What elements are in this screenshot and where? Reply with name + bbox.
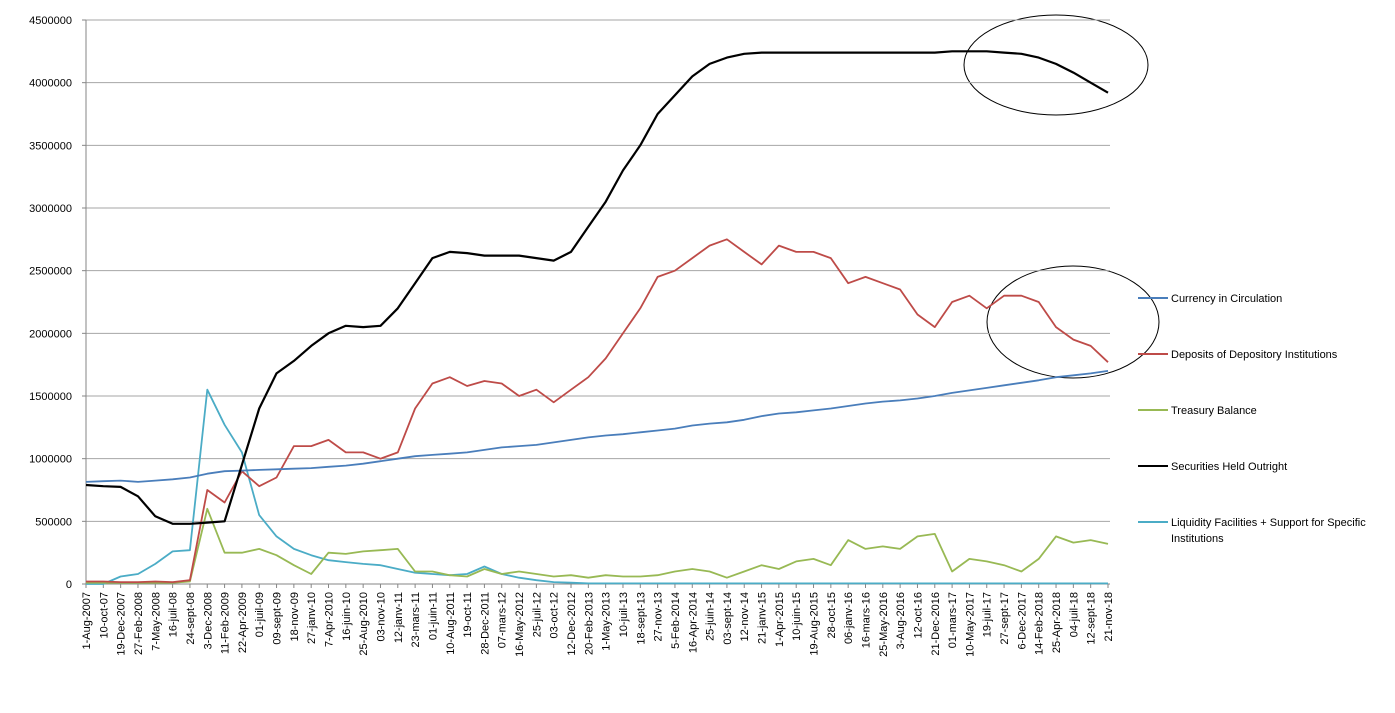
y-tick-label: 2500000 [29,266,72,278]
legend-item: Deposits of Depository Institutions [1138,344,1388,400]
x-tick-label: 06-janv-16 [843,592,855,644]
x-tick-label: 19-Aug-2015 [809,592,821,656]
x-tick-label: 14-Feb-2018 [1034,592,1046,655]
legend-label: Deposits of Depository Institutions [1171,349,1338,361]
legend: Currency in Circulation Deposits of Depos… [1138,288,1388,568]
legend-swatch [1138,353,1168,355]
x-tick-label: 03-nov-10 [375,592,387,642]
x-tick-label: 25-juin-14 [705,592,717,641]
legend-swatch [1138,297,1168,299]
x-tick-label: 03-oct-12 [549,592,561,638]
x-tick-label: 21-janv-15 [757,592,769,644]
annotation-ellipse [986,265,1160,379]
x-tick-label: 1-Aug-2007 [81,592,93,650]
legend-swatch [1138,465,1168,467]
x-tick-label: 12-oct-16 [912,592,924,638]
x-tick-label: 11-Feb-2009 [220,592,232,654]
legend-swatch [1138,521,1168,523]
x-tick-label: 01-juin-11 [427,592,439,640]
x-tick-label: 16-juil-08 [168,592,180,637]
x-tick-label: 09-sept-09 [272,592,284,645]
annotation-ellipse [963,14,1149,116]
y-tick-label: 0 [66,579,72,591]
legend-item: Liquidity Facilities + Support for Speci… [1138,512,1388,568]
x-tick-label: 24-sept-08 [185,592,197,645]
y-tick-label: 3000000 [29,203,72,215]
series-line [86,507,1109,584]
legend-label: Securities Held Outright [1171,461,1288,473]
x-tick-label: 12-sept-18 [1086,592,1098,645]
x-tick-label: 28-Dec-2011 [479,592,491,655]
y-tick-label: 500000 [35,516,72,528]
x-tick-label: 1-May-2013 [601,592,613,651]
x-tick-label: 21-Dec-2016 [930,592,942,656]
legend-label: Treasury Balance [1171,405,1257,417]
x-tick-label: 19-Dec-2007 [116,592,128,656]
x-tick-label: 25-juil-12 [531,592,543,637]
legend-label: Currency in Circulation [1171,293,1283,305]
x-tick-label: 27-sept-17 [999,592,1011,645]
x-tick-label: 6-Dec-2017 [1016,592,1028,649]
x-tick-label: 10-Aug-2011 [445,592,457,655]
x-tick-label: 16-Apr-2014 [687,592,699,653]
legend-item: Treasury Balance [1138,400,1388,456]
x-tick-label: 23-mars-11 [410,592,422,647]
x-tick-label: 12-janv-11 [393,592,405,643]
y-tick-label: 4000000 [29,78,72,90]
y-tick-label: 1000000 [29,454,72,466]
x-tick-label: 27-Feb-2008 [133,592,145,655]
x-tick-label: 16-juin-10 [341,592,353,641]
x-tick-label: 27-janv-10 [306,592,318,644]
x-tick-label: 03-sept-14 [722,592,734,645]
x-tick-label: 25-May-2016 [878,592,890,657]
x-tick-label: 7-May-2008 [150,592,162,651]
series-line [85,50,1109,525]
legend-item: Currency in Circulation [1138,288,1388,344]
x-tick-label: 22-Apr-2009 [237,592,249,653]
x-tick-label: 10-May-2017 [964,592,976,657]
x-tick-label: 12-Dec-2012 [566,592,578,656]
x-tick-label: 10-juin-15 [791,592,803,641]
x-tick-label: 18-sept-13 [635,592,647,645]
x-tick-label: 3-Aug-2016 [895,592,907,650]
legend-swatch [1138,409,1168,411]
x-tick-label: 18-nov-09 [289,592,301,642]
x-tick-label: 10-juil-13 [618,592,630,637]
y-tick-label: 1500000 [29,391,72,403]
series-line [85,370,1109,483]
x-tick-label: 27-nov-13 [653,592,665,642]
series-line [86,238,1109,583]
y-tick-label: 3500000 [29,140,72,152]
x-tick-label: 3-Dec-2008 [202,592,214,649]
x-tick-label: 01-mars-17 [947,592,959,648]
x-tick-label: 16-May-2012 [514,592,526,657]
legend-item: Securities Held Outright [1138,456,1388,512]
x-tick-label: 10-oct-07 [98,592,110,638]
y-tick-label: 4500000 [29,15,72,27]
legend-label: Liquidity Facilities + Support for Speci… [1171,517,1366,545]
x-tick-label: 7-Apr-2010 [324,592,336,647]
series-line [86,388,1108,585]
x-tick-label: 04-juil-18 [1068,592,1080,637]
x-tick-label: 21-nov-18 [1103,592,1115,642]
x-tick-label: 19-juil-17 [982,592,994,637]
x-tick-label: 28-oct-15 [826,592,838,638]
x-tick-label: 19-oct-11 [462,592,474,638]
x-tick-label: 25-Aug-2010 [358,592,370,656]
x-tick-label: 20-Feb-2013 [583,592,595,655]
x-tick-label: 01-juil-09 [254,592,266,637]
x-tick-label: 16-mars-16 [860,592,872,648]
x-tick-label: 5-Feb-2014 [670,592,682,649]
x-tick-label: 25-Apr-2018 [1051,592,1063,653]
x-tick-label: 07-mars-12 [497,592,509,648]
y-tick-label: 2000000 [29,328,72,340]
x-tick-label: 1-Apr-2015 [774,592,786,647]
x-tick-label: 12-nov-14 [739,592,751,642]
